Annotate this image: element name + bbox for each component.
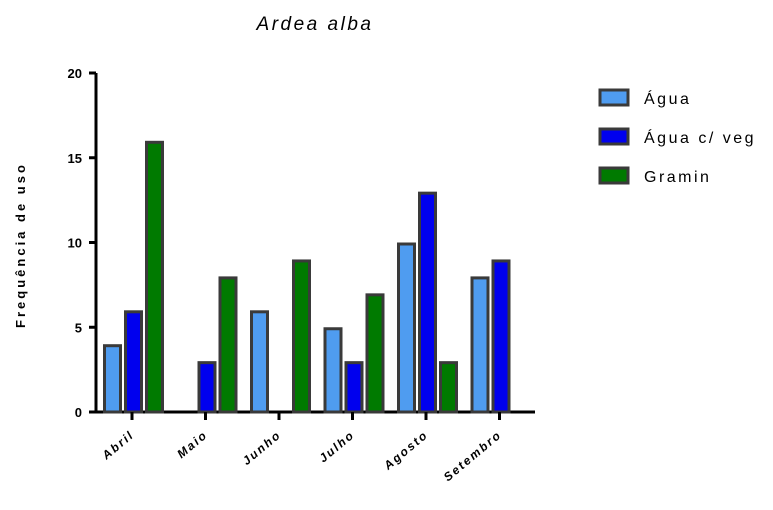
bar	[418, 191, 437, 414]
bar	[250, 310, 269, 414]
x-tick-label: Julho	[316, 428, 357, 466]
bar	[145, 140, 164, 414]
y-tick-label: 5	[75, 320, 82, 335]
x-tick-label: Agosto	[380, 428, 431, 474]
bar	[292, 259, 311, 414]
bar	[344, 361, 364, 414]
y-tick-label: 15	[68, 151, 82, 166]
legend-label: Água	[644, 89, 691, 108]
legend-label: Água c/ veg	[644, 128, 756, 147]
legend-swatch	[598, 127, 630, 146]
legend: Água Água c/ veg Gramin	[598, 88, 756, 186]
bar	[491, 259, 511, 414]
bar	[323, 327, 343, 414]
bar	[218, 276, 238, 414]
bar	[397, 242, 416, 414]
y-tick-label: 0	[75, 405, 82, 420]
bar	[124, 310, 143, 414]
y-tick-label: 20	[68, 66, 82, 81]
legend-label: Gramin	[644, 169, 711, 186]
x-tick-label: Maio	[174, 428, 210, 461]
plot-area: 0 5 10 15 20 Abril Maio Junho Julho Agosto Setembr…	[68, 66, 535, 484]
y-axis-label: Frequência de uso	[13, 162, 28, 328]
x-tick-label: Abril	[99, 428, 137, 463]
legend-swatch	[598, 166, 630, 185]
bar	[103, 344, 122, 414]
bar	[439, 361, 458, 414]
y-tick-label: 10	[68, 236, 82, 251]
x-tick-label: Setembro	[441, 428, 505, 485]
bar	[365, 293, 385, 414]
chart-title: Ardea alba	[256, 14, 374, 35]
bar	[197, 361, 217, 414]
x-tick-label: Junho	[240, 428, 284, 468]
bar	[470, 276, 490, 414]
legend-swatch	[598, 88, 630, 107]
